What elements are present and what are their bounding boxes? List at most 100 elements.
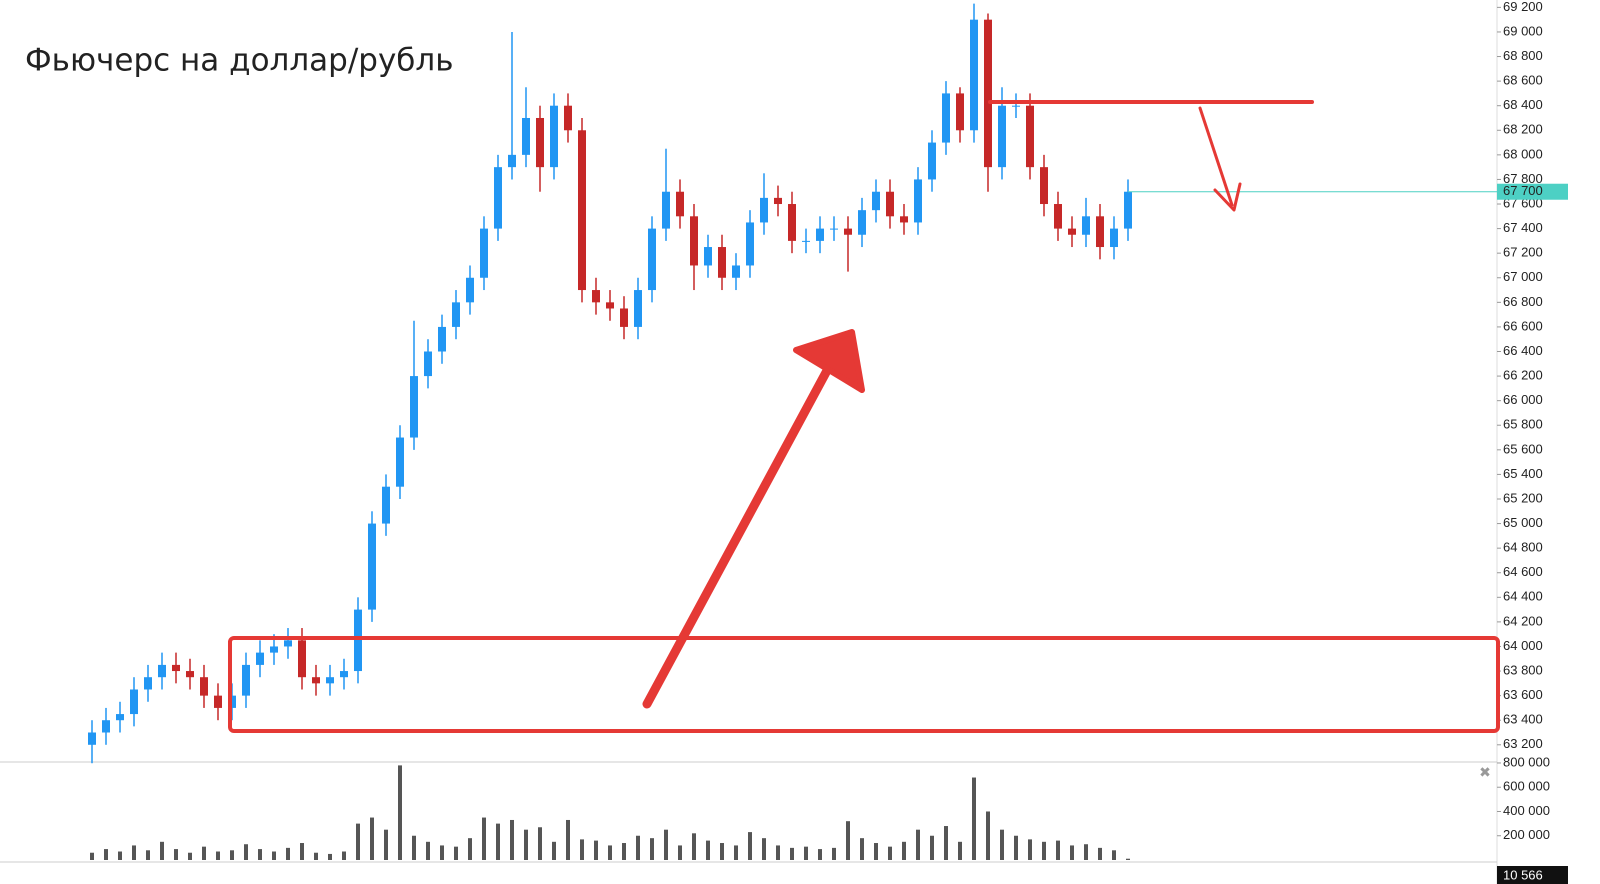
volume-bar [902,841,906,860]
candle-body [984,19,992,168]
y-tick-label: 67 400 [1503,220,1543,235]
volume-bar [328,853,332,860]
volume-bar [888,846,892,860]
volume-bar [818,849,822,860]
y-tick-label: 65 200 [1503,490,1543,505]
candle-body [956,93,964,131]
volume-bar [426,841,430,860]
candle-body [284,640,292,647]
candle-body [494,167,502,229]
volume-bar [258,849,262,860]
y-tick-label: 65 400 [1503,466,1543,481]
volume-bar [720,843,724,860]
y-tick-label: 63 800 [1503,662,1543,677]
y-tick-label: 66 600 [1503,318,1543,333]
volume-bar [804,846,808,860]
volume-bar [776,845,780,860]
volume-bar [692,833,696,860]
volume-bar [370,817,374,860]
close-icon[interactable]: ✖ [1479,765,1491,781]
candle-body [662,191,670,229]
volume-bar [342,851,346,860]
candle-body [1082,216,1090,235]
volume-bar [958,841,962,860]
volume-bar [748,832,752,860]
y-tick-label: 66 000 [1503,392,1543,407]
y-tick-label: 64 800 [1503,540,1543,555]
y-tick-label: 66 400 [1503,343,1543,358]
volume-bar [762,838,766,860]
candle-body [242,664,250,696]
y-tick-label: 66 200 [1503,368,1543,383]
volume-bar [1042,841,1046,860]
y-tick-label: 63 400 [1503,712,1543,727]
volume-bar [622,843,626,860]
up-arrow-head [793,329,865,393]
volume-bar [1070,845,1074,860]
y-tick-label: 67 800 [1503,171,1543,186]
volume-bar [160,841,164,860]
volume-bar [1000,829,1004,860]
candle-body [970,19,978,131]
volume-bar [706,840,710,860]
candle-body [774,197,782,205]
volume-bar [90,852,94,860]
y-tick-label: 68 600 [1503,73,1543,88]
candle-body [368,523,376,610]
candle-body [858,210,866,235]
candle-body [1040,167,1048,205]
volume-bar [1028,839,1032,860]
volume-bar [244,844,248,860]
candle-body [1026,105,1034,168]
candle-body [676,191,684,217]
candle-body [88,732,96,745]
volume-bar [412,835,416,860]
volume-bar [230,850,234,860]
candle-body [760,197,768,223]
candle-body [1012,105,1020,107]
candle-body [788,204,796,241]
candle-body [354,609,362,672]
volume-bar [314,852,318,860]
candle-body [424,351,432,377]
candle-body [256,652,264,665]
volume-bar [566,819,570,860]
y-tick-label: 64 400 [1503,589,1543,604]
candle-body [340,671,348,678]
volume-bar [202,846,206,860]
y-tick-label: 67 200 [1503,245,1543,260]
volume-bar [300,843,304,860]
volume-bar [398,765,402,860]
candle-body [732,265,740,278]
y-tick-label: 68 400 [1503,97,1543,112]
candle-body [648,228,656,291]
candle-body [746,222,754,266]
candle-body [942,93,950,143]
y-tick-label: 64 600 [1503,564,1543,579]
volume-bar [1098,847,1102,860]
volume-bar [286,847,290,860]
volume-bar [608,845,612,860]
candle-body [690,216,698,266]
candle-body [200,677,208,696]
volume-bar [482,817,486,860]
y-tick-label: 64 000 [1503,638,1543,653]
candle-body [396,437,404,487]
volume-bar [468,838,472,860]
candle-body [1068,228,1076,235]
y-tick-label: 66 800 [1503,294,1543,309]
up-arrow-shaft [642,360,835,709]
candle-body [606,302,614,309]
candle-body [592,290,600,303]
candle-body [508,154,516,168]
candle-body [186,671,194,678]
candle-body [634,290,642,327]
volume-bar [510,819,514,860]
volume-bar [132,845,136,860]
candle-body [620,308,628,327]
volume-bar [944,826,948,860]
candle-body [718,247,726,278]
volume-bar [496,823,500,860]
